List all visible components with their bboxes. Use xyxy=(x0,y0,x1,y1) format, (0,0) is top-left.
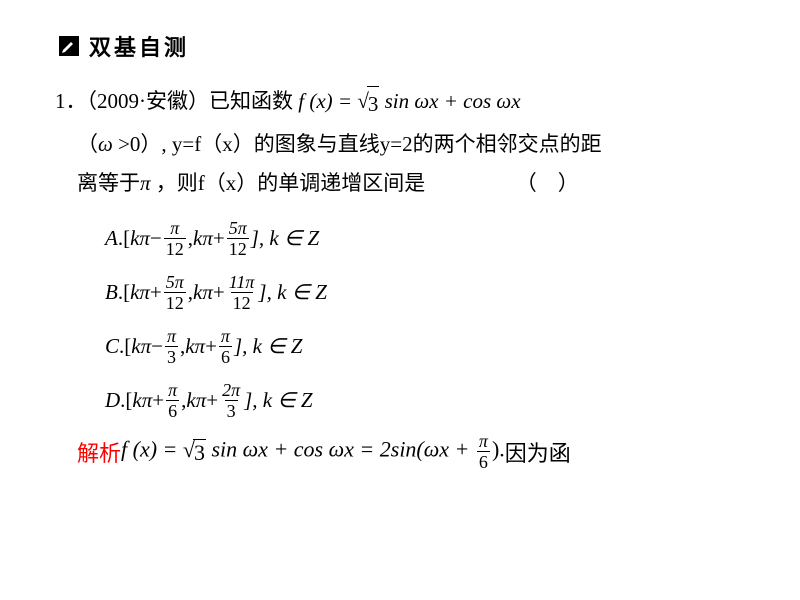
solution-line: 解析 f (x) = √3 sin ωx + cos ωx = 2sin(ωx … xyxy=(55,432,745,471)
option-d: D.[kπ+ π6, kπ+ 2π3], k ∈ Z xyxy=(105,378,745,422)
section-header: 双基自测 xyxy=(59,30,745,62)
stem-a: 已知函数 xyxy=(209,89,293,113)
solution-formula: f (x) = √3 sin ωx + cos ωx = 2sin(ωx + π… xyxy=(121,432,505,471)
answer-blank: （ ） xyxy=(516,171,579,195)
solution-tail: 因为函 xyxy=(505,436,571,468)
question-line-2: （ω >0）, y=f（x）的图象与直线y=2的两个相邻交点的距 xyxy=(55,127,745,163)
option-a: A.[kπ− π12, kπ+ 5π12], k ∈ Z xyxy=(105,216,745,260)
options-block: A.[kπ− π12, kπ+ 5π12], k ∈ Z B.[kπ+ 5π12… xyxy=(55,216,745,422)
question-source: （2009·安徽） xyxy=(87,89,210,113)
question-line-1: 1．（2009·安徽）已知函数 f (x) = √3 sin ωx + cos … xyxy=(55,84,745,123)
option-b: B.[kπ+ 5π12, kπ+ 11π12], k ∈ Z xyxy=(105,270,745,314)
solution-label: 解析 xyxy=(77,436,121,468)
formula-fx: f (x) = √3 sin ωx + cos ωx xyxy=(298,89,520,113)
question-number: 1． xyxy=(55,89,87,113)
question-line-3: 离等于π ，则f（x）的单调递增区间是 （ ） xyxy=(55,166,745,202)
section-title: 双基自测 xyxy=(89,30,189,62)
pencil-icon xyxy=(59,36,79,56)
option-c: C.[kπ− π3, kπ+ π6], k ∈ Z xyxy=(105,324,745,368)
